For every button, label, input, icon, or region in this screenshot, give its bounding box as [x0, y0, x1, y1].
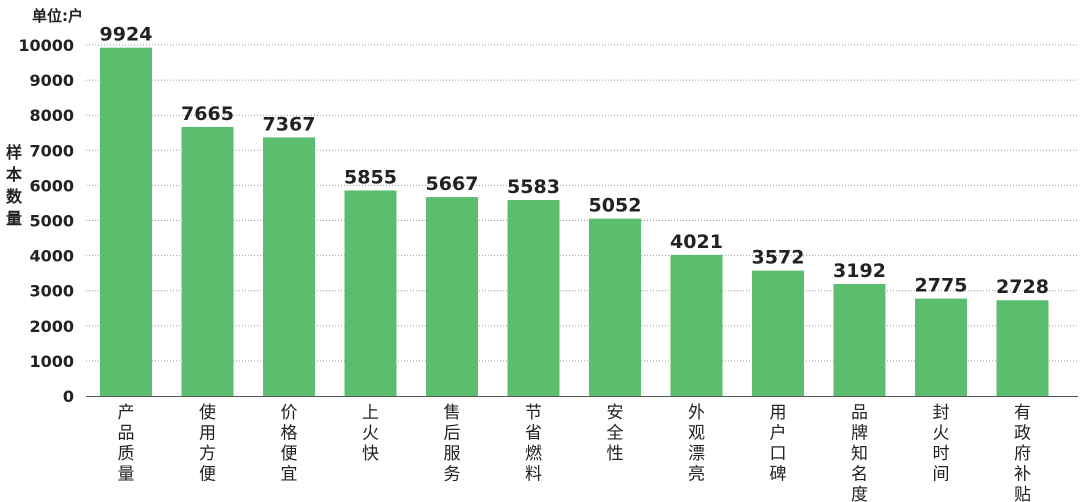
x-tick-label: 外观漂亮 — [688, 403, 705, 485]
bar — [589, 218, 641, 396]
x-tick-label: 品牌知名度 — [851, 403, 868, 502]
bar — [181, 126, 234, 397]
bar — [752, 270, 804, 396]
y-tick-label: 10000 — [18, 36, 74, 55]
bar — [507, 200, 560, 396]
x-tick-label: 安全性 — [607, 403, 624, 464]
bar — [996, 300, 1049, 396]
gridlines — [86, 44, 1078, 362]
bar — [100, 47, 152, 396]
value-label: 7367 — [263, 113, 316, 135]
y-axis-ticks: 0 1000 2000 3000 4000 5000 6000 7000 8000 9000 100… — [18, 36, 74, 406]
bar — [344, 190, 397, 396]
y-tick-label: 4000 — [29, 247, 74, 266]
x-tick-label: 上火快 — [362, 403, 379, 464]
x-tick-label: 售后服务 — [444, 403, 461, 485]
y-tick-label: 6000 — [29, 176, 74, 195]
x-tick-label: 使用方便 — [199, 402, 216, 485]
value-label: 7665 — [181, 103, 234, 125]
x-tick-label: 节省燃料 — [525, 403, 542, 485]
value-labels: 9924 7665 7367 5855 5667 5583 5052 4021 3572 3192… — [100, 24, 1049, 299]
bar — [670, 254, 723, 396]
x-tick-label: 有政府补贴 — [1014, 403, 1031, 502]
y-tick-label: 1000 — [29, 352, 74, 371]
y-axis-label: 样本数量 — [5, 143, 22, 228]
y-tick-label: 8000 — [29, 106, 74, 125]
y-tick-label: 5000 — [29, 212, 74, 231]
y-tick-label: 7000 — [29, 141, 74, 160]
bar — [915, 298, 967, 396]
value-label: 3192 — [833, 260, 886, 282]
value-label: 3572 — [752, 247, 805, 269]
bar — [263, 137, 315, 396]
value-label: 5052 — [589, 195, 642, 217]
bars — [100, 47, 1049, 397]
value-label: 9924 — [100, 24, 153, 46]
value-label: 5667 — [426, 173, 479, 195]
y-tick-label: 2000 — [29, 317, 74, 336]
value-label: 5855 — [344, 166, 397, 188]
value-label: 2775 — [915, 275, 968, 297]
y-tick-label: 9000 — [29, 71, 74, 90]
x-axis-ticks: 产品质量 使用方便 价格便宜 上火快 售后服务 节省燃料 安全性 外观漂亮 用户口碑 品牌知名度 封… — [118, 402, 1032, 502]
bar — [426, 197, 478, 396]
x-tick-label: 价格便宜 — [281, 403, 298, 485]
y-tick-label: 3000 — [29, 282, 74, 301]
x-tick-label: 封火时间 — [933, 403, 950, 485]
value-label: 4021 — [670, 231, 723, 253]
unit-label: 单位:户 — [32, 7, 83, 25]
x-tick-label: 用户口碑 — [770, 403, 787, 485]
value-label: 5583 — [507, 176, 560, 198]
value-label: 2728 — [996, 276, 1049, 298]
y-tick-label: 0 — [63, 387, 74, 406]
bar — [833, 283, 886, 396]
x-tick-label: 产品质量 — [118, 403, 135, 485]
